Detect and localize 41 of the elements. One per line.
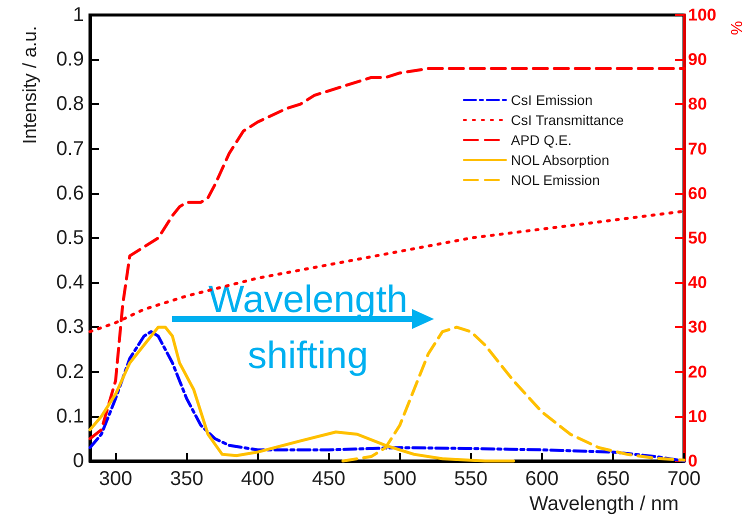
y-tick-label: 0.8 <box>56 93 84 116</box>
y2-tick-label: 100 <box>688 6 716 24</box>
legend-label: CsI Emission <box>510 92 593 108</box>
x-axis-title: Wavelength / nm <box>529 492 679 515</box>
y2-tick-label: 20 <box>688 362 707 382</box>
legend-label: NOL Absorption <box>510 152 610 168</box>
y2-axis-title: % <box>726 20 744 36</box>
legend-label: NOL Emission <box>510 172 600 188</box>
y-axis-title: Intensity / a.u. <box>20 26 41 144</box>
line-series <box>88 67 686 440</box>
y-tick-label: 0.2 <box>56 360 84 383</box>
y2-tick-label: 0 <box>688 452 698 470</box>
y-tick-label: 0.9 <box>56 48 84 71</box>
x-tick-label: 450 <box>312 468 346 490</box>
y2-tick-label: 70 <box>688 139 707 158</box>
y2-tick-label: 80 <box>688 94 707 114</box>
x-tick-label: 700 <box>667 468 701 490</box>
y2-tick-label: 50 <box>688 228 707 248</box>
y-tick-label: 0.5 <box>56 227 84 249</box>
y-tick-label: 0 <box>72 450 84 472</box>
y2-tick-label: 90 <box>688 50 707 70</box>
y-tick-label: 0.7 <box>56 138 84 160</box>
x-tick-label: 300 <box>98 468 132 490</box>
y-tick-label: 0.1 <box>56 405 84 428</box>
x-tick-label: 550 <box>454 468 488 490</box>
x-tick-label: 500 <box>383 468 416 490</box>
annotation: Wavelength shifting <box>208 279 408 377</box>
x-tick-label: 350 <box>170 468 204 490</box>
y-tick-label: 1 <box>72 4 84 26</box>
x-tick-label: 650 <box>596 468 630 490</box>
x-tick-label: 600 <box>525 468 559 490</box>
y2-tick-label: 60 <box>688 184 707 203</box>
y-tick-label: 0.3 <box>56 316 84 338</box>
legend-label: APD Q.E. <box>510 132 572 148</box>
y2-tick-label: 10 <box>688 406 707 426</box>
y2-tick-label: 40 <box>688 273 707 292</box>
y-tick-label: 0.4 <box>56 272 84 294</box>
y2-tick-label: 30 <box>688 318 707 337</box>
x-tick-label: 400 <box>240 468 274 490</box>
legend-label: CsI Transmittance <box>510 112 624 128</box>
y-tick-label: 0.6 <box>56 182 84 204</box>
